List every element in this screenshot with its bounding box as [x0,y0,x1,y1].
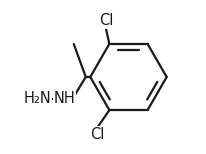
Text: Cl: Cl [91,127,105,142]
Text: Cl: Cl [99,13,114,28]
Text: NH: NH [54,91,76,106]
Text: H₂N: H₂N [24,91,52,106]
